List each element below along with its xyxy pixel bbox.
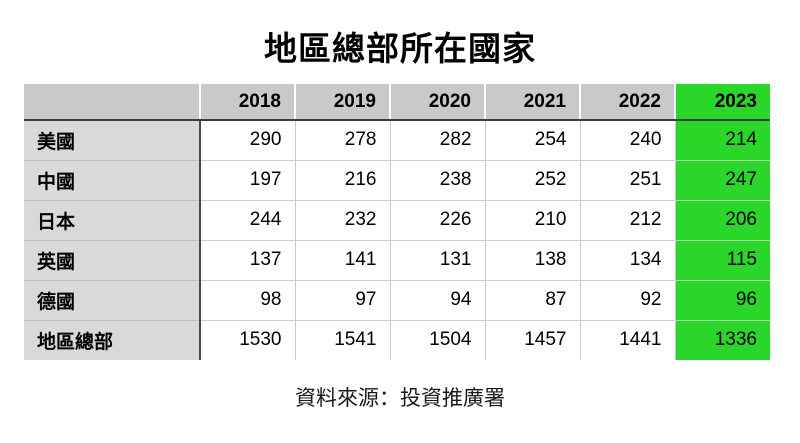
col-header-2023-highlighted: 2023 (674, 84, 770, 121)
col-header-2018: 2018 (199, 84, 295, 121)
table-row-china: 中國 197 216 238 252 251 247 (24, 160, 770, 201)
value-cell: 290 (200, 120, 295, 161)
value-cell: 138 (484, 240, 580, 281)
value-cell-highlighted: 206 (674, 200, 770, 241)
value-cell: 238 (389, 160, 485, 201)
value-cell: 98 (200, 280, 295, 321)
col-header-2019: 2019 (294, 84, 390, 121)
value-cell-highlighted: 1336 (674, 320, 770, 360)
row-label: 中國 (24, 160, 201, 201)
value-cell: 210 (484, 200, 580, 241)
value-cell: 1441 (579, 320, 675, 360)
table-row-germany: 德國 98 97 94 87 92 96 (24, 280, 770, 321)
value-cell: 134 (579, 240, 675, 281)
row-label: 英國 (24, 240, 201, 281)
value-cell-highlighted: 247 (674, 160, 770, 201)
value-cell: 212 (579, 200, 675, 241)
value-cell: 141 (294, 240, 390, 281)
col-header-2020: 2020 (389, 84, 485, 121)
value-cell: 244 (200, 200, 295, 241)
value-cell: 197 (200, 160, 295, 201)
page-title: 地區總部所在國家 (264, 30, 536, 67)
value-cell: 252 (484, 160, 580, 201)
value-cell: 131 (389, 240, 485, 281)
value-cell: 137 (200, 240, 295, 281)
table-row-japan: 日本 244 232 226 210 212 206 (24, 200, 770, 241)
col-header-2022: 2022 (579, 84, 675, 121)
row-label: 德國 (24, 280, 201, 321)
value-cell: 278 (294, 120, 390, 161)
value-cell: 251 (579, 160, 675, 201)
value-cell: 282 (389, 120, 485, 161)
value-cell: 240 (579, 120, 675, 161)
value-cell-highlighted: 214 (674, 120, 770, 161)
value-cell: 1504 (389, 320, 485, 360)
table-row-usa: 美國 290 278 282 254 240 214 (24, 120, 770, 161)
value-cell: 94 (389, 280, 485, 321)
row-label: 日本 (24, 200, 201, 241)
value-cell: 97 (294, 280, 390, 321)
row-label: 地區總部 (24, 320, 201, 360)
value-cell: 216 (294, 160, 390, 201)
value-cell: 226 (389, 200, 485, 241)
data-source-caption: 資料來源：投資推廣署 (295, 387, 505, 410)
value-cell: 1530 (200, 320, 295, 360)
value-cell-highlighted: 96 (674, 280, 770, 321)
headquarters-table: 2018 2019 2020 2021 2022 2023 美國 290 278… (24, 84, 770, 360)
value-cell-highlighted: 115 (674, 240, 770, 281)
value-cell: 1457 (484, 320, 580, 360)
value-cell: 254 (484, 120, 580, 161)
value-cell: 1541 (294, 320, 390, 360)
value-cell: 87 (484, 280, 580, 321)
table-row-total: 地區總部 1530 1541 1504 1457 1441 1336 (24, 320, 770, 360)
header-row: 2018 2019 2020 2021 2022 2023 (24, 84, 770, 121)
table-row-uk: 英國 137 141 131 138 134 115 (24, 240, 770, 281)
row-label: 美國 (24, 120, 201, 161)
value-cell: 92 (579, 280, 675, 321)
col-header-2021: 2021 (484, 84, 580, 121)
label-column-header (24, 84, 200, 121)
value-cell: 232 (294, 200, 390, 241)
